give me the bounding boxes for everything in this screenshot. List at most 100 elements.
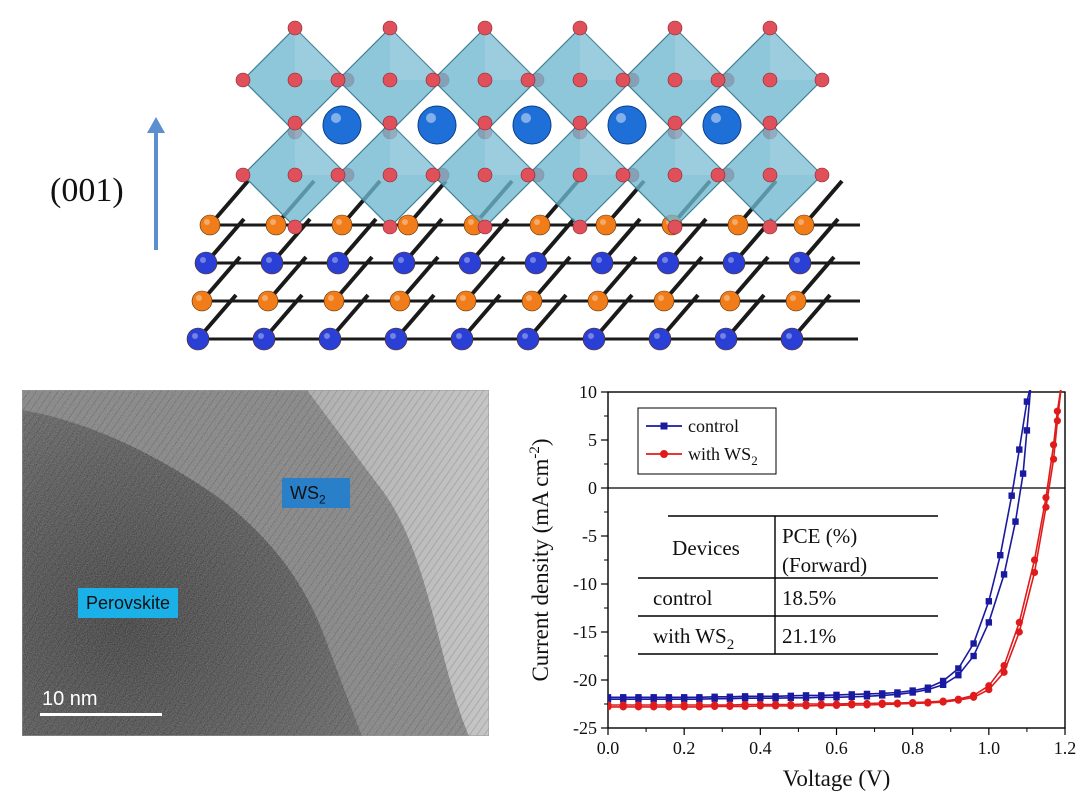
atom <box>648 327 672 351</box>
table-cell-device: with WS2 <box>653 624 734 653</box>
data-point <box>772 695 779 702</box>
data-point <box>711 702 719 710</box>
y-tick-label: -20 <box>573 670 597 690</box>
x-tick-label: 1.2 <box>1054 738 1077 758</box>
data-point <box>970 693 978 701</box>
table-header-forward: (Forward) <box>782 553 867 577</box>
table-header-pce: PCE (%) <box>782 524 857 548</box>
data-point <box>939 681 947 688</box>
atom <box>719 290 741 312</box>
ws2-label: WS2 <box>282 478 350 508</box>
atom <box>194 251 218 275</box>
y-tick-label: -15 <box>573 622 597 642</box>
data-point <box>1016 446 1023 453</box>
legend-box <box>637 407 777 475</box>
data-point <box>756 702 764 710</box>
y-tick-label: -25 <box>573 718 597 738</box>
data-point <box>817 701 825 710</box>
data-point <box>1008 492 1015 499</box>
data-point <box>787 702 795 710</box>
atom <box>389 290 411 312</box>
data-point <box>955 665 962 672</box>
atom <box>191 290 213 312</box>
data-point <box>711 695 718 702</box>
table-cell-device: control <box>653 586 713 610</box>
legend-entry: control <box>688 416 739 436</box>
atom <box>397 214 419 236</box>
ws2-layer <box>186 179 860 351</box>
data-point <box>695 703 703 711</box>
y-tick-label: 10 <box>579 382 597 402</box>
scale-bar <box>40 713 162 716</box>
data-point <box>1000 668 1008 676</box>
data-point <box>954 696 962 704</box>
data-point <box>1053 417 1061 425</box>
scale-bar-label: 10 nm <box>42 688 98 710</box>
data-point <box>1012 518 1019 525</box>
data-point <box>893 700 902 708</box>
data-point <box>802 694 810 701</box>
up-arrow-icon <box>147 117 165 250</box>
atom <box>656 251 680 275</box>
data-point <box>680 696 688 703</box>
data-point <box>787 694 794 701</box>
data-point <box>726 695 734 702</box>
data-point <box>879 692 886 699</box>
table-cell-pce: 18.5% <box>782 586 836 610</box>
x-tick-label: 0.2 <box>673 738 696 758</box>
data-point <box>1053 407 1061 415</box>
data-point <box>970 640 977 647</box>
data-point <box>909 699 917 708</box>
atom <box>458 251 482 275</box>
table-cell-pce: 21.1% <box>782 624 836 648</box>
atom <box>785 290 807 312</box>
data-point <box>650 696 657 703</box>
data-point <box>894 691 901 698</box>
atom <box>722 251 746 275</box>
data-point <box>741 695 749 702</box>
data-point <box>909 689 916 696</box>
orientation-label: (001) <box>50 172 124 209</box>
data-point <box>863 701 871 709</box>
y-tick-label: -10 <box>573 574 597 594</box>
x-axis-label: Voltage (V) <box>783 766 891 791</box>
atom <box>587 290 609 312</box>
data-point <box>1015 628 1023 636</box>
table-header-devices: Devices <box>672 536 740 560</box>
data-point <box>1049 441 1058 449</box>
atom <box>780 327 804 351</box>
y-tick-label: 0 <box>588 478 597 498</box>
atom <box>384 327 408 351</box>
data-point <box>635 696 642 703</box>
y-axis-label: Current density (mA cm-2) <box>527 438 553 681</box>
legend-entry: with WS2 <box>688 444 758 468</box>
cation-atom <box>702 105 742 145</box>
data-point <box>1000 571 1008 578</box>
cation-atom <box>417 105 457 145</box>
atom <box>590 251 614 275</box>
x-tick-label: 0.0 <box>597 738 620 758</box>
data-point <box>680 703 688 711</box>
chart-axes: 0.0 0.2 0.4 0.6 0.8 1.0 1.2 10 5 0 -5 -10 -15 -20 -25 V… <box>527 382 1076 791</box>
data-point <box>1023 398 1031 405</box>
atom <box>265 214 287 236</box>
data-point <box>848 701 856 709</box>
pce-table: Devices PCE (%) (Forward) control 18.5% with … <box>638 515 938 655</box>
data-point <box>757 695 764 702</box>
data-point <box>1019 470 1027 477</box>
data-point <box>924 699 932 707</box>
x-tick-label: 0.6 <box>825 738 848 758</box>
data-point <box>832 701 841 710</box>
data-point <box>1030 568 1039 577</box>
data-point <box>924 686 932 693</box>
perovskite-octahedra <box>235 20 830 235</box>
data-point <box>726 702 734 710</box>
atom <box>186 327 210 351</box>
atom <box>257 290 279 312</box>
cation-atom <box>322 105 362 145</box>
tem-micrograph <box>22 390 489 736</box>
data-point <box>863 693 871 700</box>
atom <box>450 327 474 351</box>
atom <box>455 290 477 312</box>
y-tick-label: 5 <box>588 430 597 450</box>
